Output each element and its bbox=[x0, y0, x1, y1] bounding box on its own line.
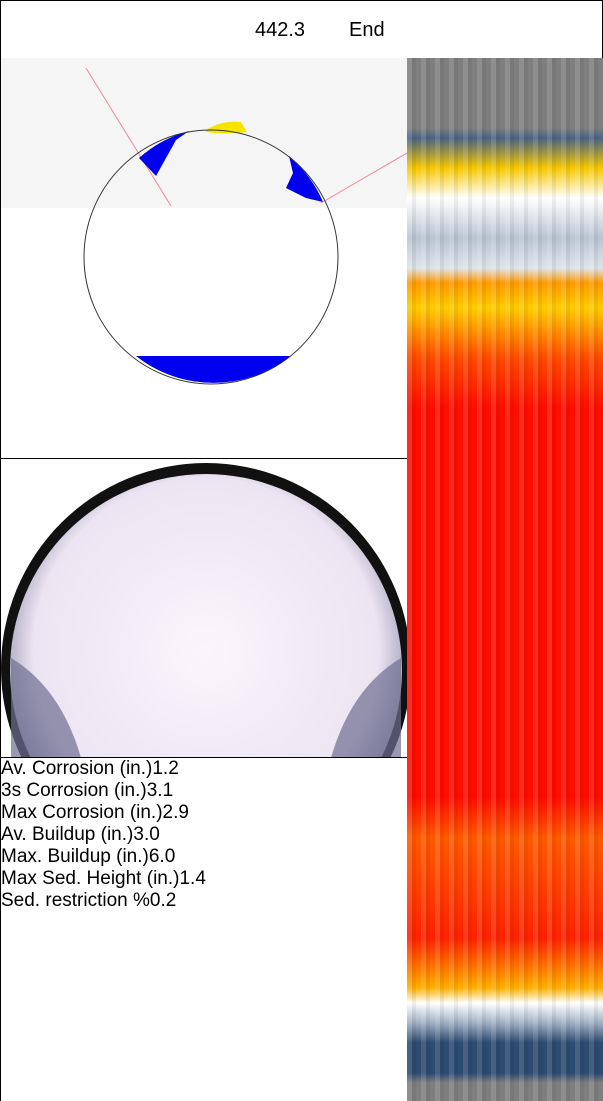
metric-value: 6.0 bbox=[148, 846, 176, 867]
metric-label: Max. Buildup (in.) bbox=[1, 846, 149, 867]
position: 442.3 bbox=[255, 19, 306, 41]
metric-row: Sed. restriction %0.2 bbox=[1, 890, 407, 912]
metric-value: 3.1 bbox=[146, 780, 174, 801]
camera-view bbox=[1, 458, 407, 758]
metric-value: 2.9 bbox=[162, 802, 189, 823]
camera-svg bbox=[1, 463, 407, 757]
metrics-table: Av. Corrosion (in.)1.2 3s Corrosion (in.)… bbox=[1, 758, 407, 1101]
left-panel: Av. Corrosion (in.)1.2 3s Corrosion (in.)… bbox=[0, 58, 408, 1101]
profile-svg bbox=[1, 58, 408, 385]
profile-diagram bbox=[1, 58, 408, 459]
heatmap bbox=[407, 58, 603, 1101]
metric-row: Max. Buildup (in.)6.0 bbox=[1, 846, 407, 868]
metric-label: 3s Corrosion (in.) bbox=[1, 780, 147, 801]
metric-row: Max Sed. Height (in.)1.4 bbox=[1, 868, 407, 890]
metric-value: 0.2 bbox=[149, 890, 177, 911]
metric-value: 1.4 bbox=[179, 868, 206, 889]
metric-row: Av. Buildup (in.)3.0 bbox=[1, 824, 407, 846]
metric-value: 1.2 bbox=[152, 758, 179, 779]
metric-row: Av. Corrosion (in.)1.2 bbox=[1, 758, 407, 780]
metric-label: Av. Buildup (in.) bbox=[1, 824, 134, 845]
end-label: End bbox=[349, 19, 385, 41]
metric-label: Av. Corrosion (in.) bbox=[1, 758, 153, 779]
metric-label: Max Corrosion (in.) bbox=[1, 802, 163, 823]
metric-label: Max Sed. Height (in.) bbox=[1, 868, 180, 889]
heatmap-texture bbox=[407, 58, 603, 1101]
metric-row: Max Corrosion (in.)2.9 bbox=[1, 802, 407, 824]
header: 442.3 End bbox=[0, 0, 603, 59]
metric-value: 3.0 bbox=[133, 824, 160, 845]
metric-row: 3s Corrosion (in.)3.1 bbox=[1, 780, 407, 802]
metric-label: Sed. restriction % bbox=[1, 890, 150, 911]
